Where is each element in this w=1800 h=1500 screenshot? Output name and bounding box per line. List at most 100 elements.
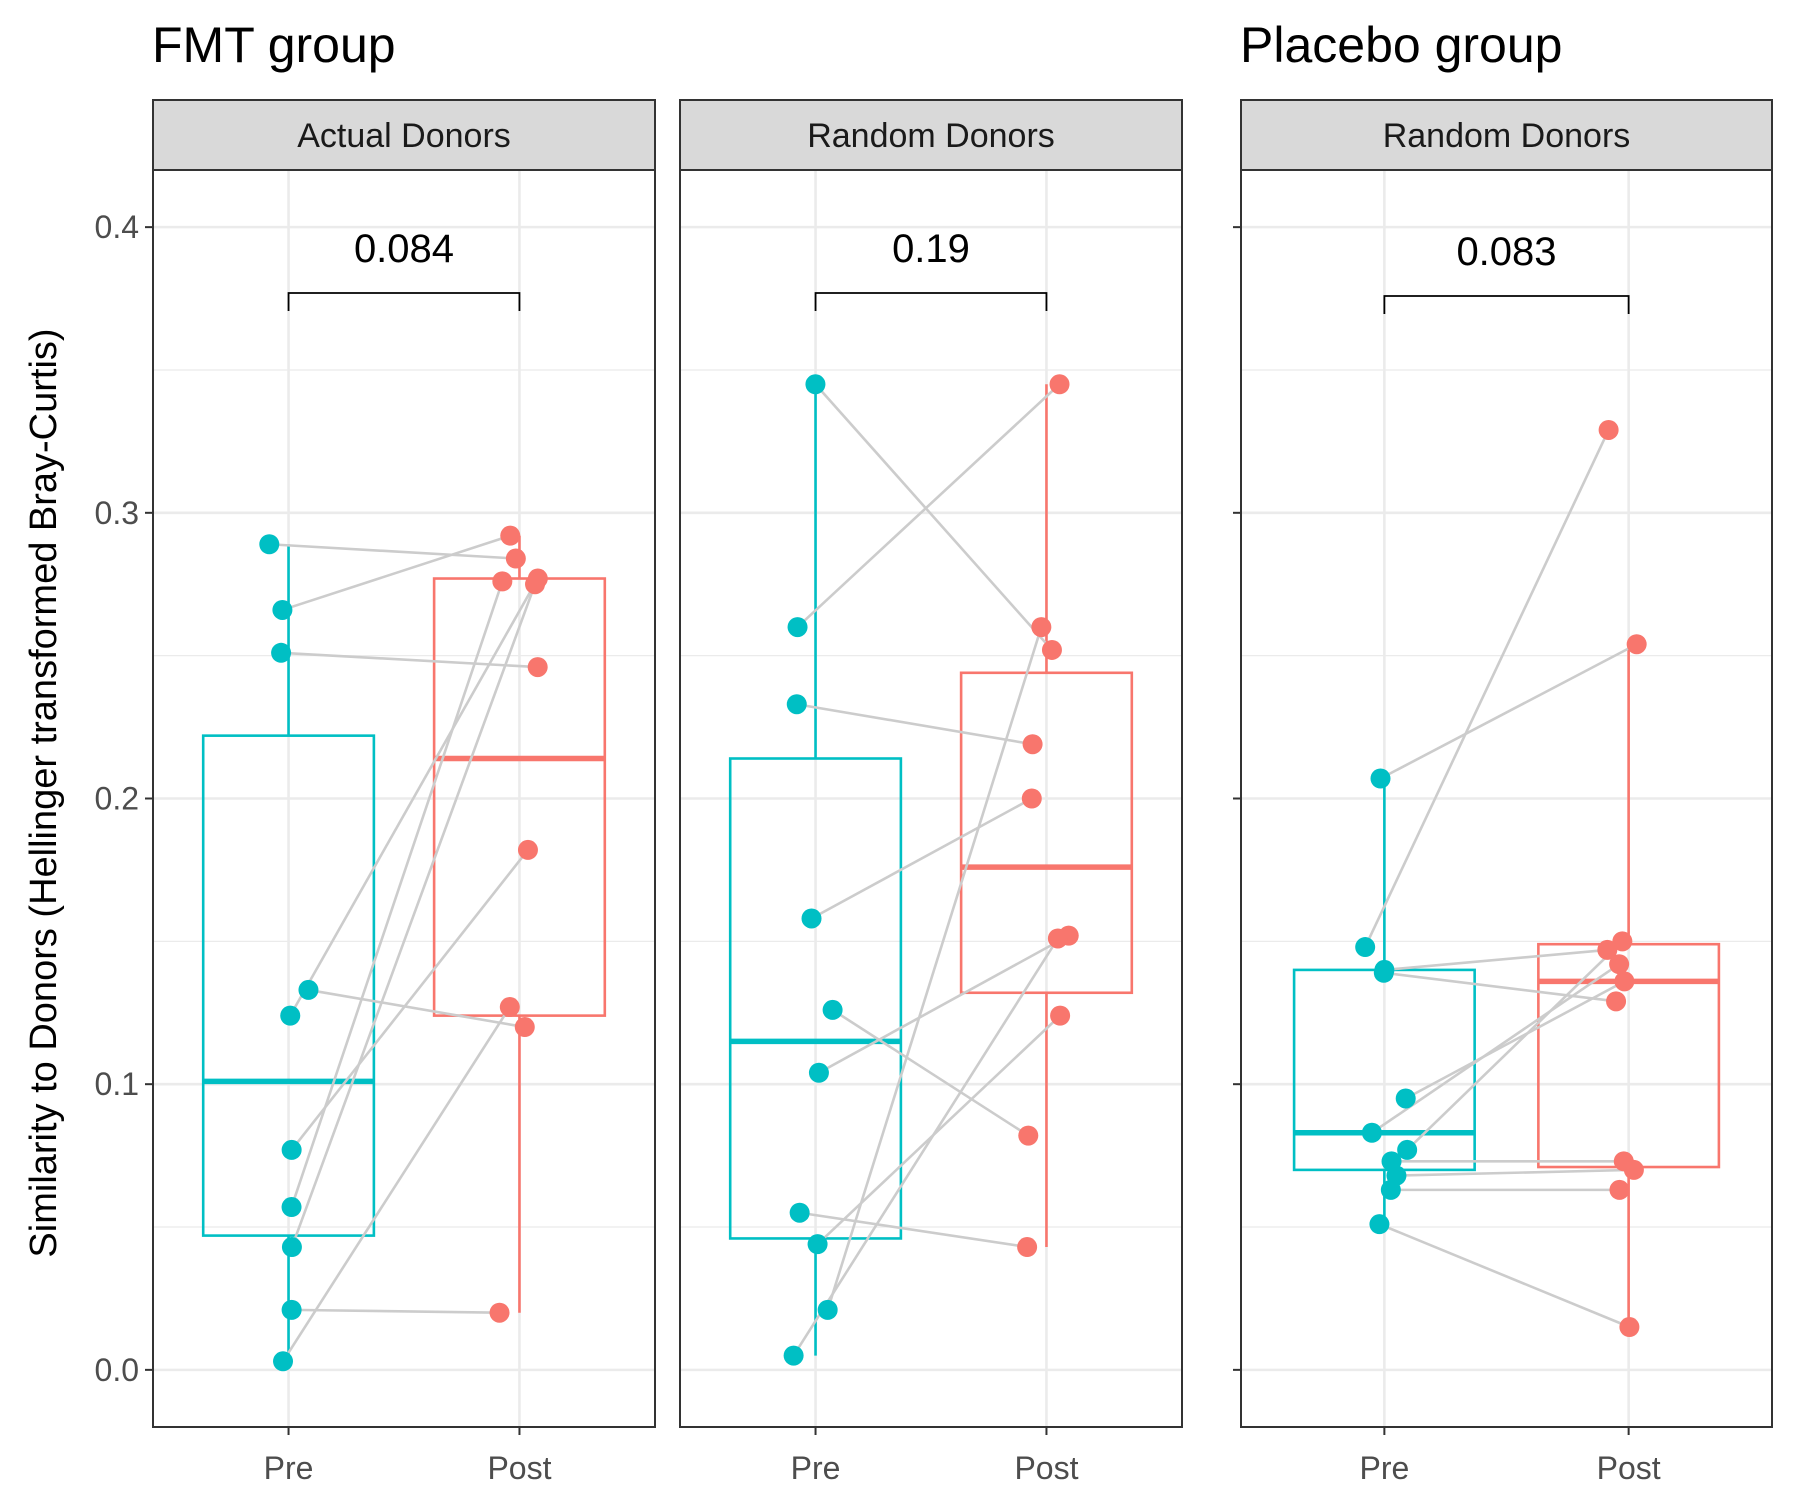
- pre-point: [783, 1345, 804, 1366]
- panel-3: Random Donors 0.083 Pre Post: [1233, 99, 1773, 1486]
- paired-line: [818, 934, 1070, 1074]
- pre-point: [298, 979, 319, 1000]
- facet-strip-label: Random Donors: [807, 117, 1055, 155]
- pre-point: [1380, 1179, 1401, 1200]
- paired-line: [826, 626, 1043, 1311]
- paired-line: [1379, 643, 1638, 780]
- paired-line: [796, 383, 1061, 629]
- post-point: [1598, 419, 1619, 440]
- box-iqr: [201, 734, 376, 1237]
- post-point: [1049, 374, 1070, 395]
- facet-strip: [1240, 99, 1773, 171]
- pre-point: [805, 374, 826, 395]
- post-point: [525, 574, 546, 595]
- paired-line: [290, 583, 537, 1248]
- pre-point: [1395, 1088, 1416, 1109]
- paired-line: [1383, 971, 1617, 1003]
- paired-line: [291, 1308, 500, 1315]
- paired-line: [281, 651, 538, 669]
- x-tick-label: Pre: [264, 1450, 314, 1486]
- facet-strip-label: Actual Donors: [297, 117, 511, 155]
- post-point: [514, 1017, 535, 1038]
- post-point: [1041, 639, 1062, 660]
- pre-point: [281, 1139, 302, 1160]
- p-value-label: 0.19: [892, 227, 970, 271]
- facet-strip: [679, 99, 1183, 171]
- paired-line: [281, 1006, 511, 1362]
- post-point: [505, 548, 526, 569]
- pre-point: [1369, 1214, 1390, 1235]
- pre-point: [807, 1234, 828, 1255]
- post-point: [1017, 1237, 1038, 1258]
- pre-point: [1370, 768, 1391, 789]
- p-value-label: 0.083: [1456, 230, 1556, 274]
- post-point: [1609, 1179, 1630, 1200]
- pre-point: [789, 1202, 810, 1223]
- pre-point: [281, 1237, 302, 1258]
- paired-line: [810, 797, 1033, 920]
- y-tick-label: 0.3: [95, 495, 139, 531]
- post-point: [527, 657, 548, 678]
- pre-point: [273, 1351, 294, 1372]
- post-point: [1606, 991, 1627, 1012]
- paired-line: [816, 1014, 1062, 1246]
- post-point: [1050, 1005, 1071, 1026]
- post-point: [1022, 734, 1043, 755]
- x-tick-label: Post: [487, 1450, 551, 1486]
- post-point: [1614, 971, 1635, 992]
- paired-line: [290, 849, 529, 1151]
- post-point: [1021, 788, 1042, 809]
- pre-point: [281, 1299, 302, 1320]
- y-tick-label: 0.2: [95, 781, 139, 817]
- significance-bracket: [287, 292, 521, 311]
- paired-line: [290, 580, 504, 1208]
- y-tick-label: 0.0: [95, 1352, 139, 1388]
- pre-point: [272, 599, 293, 620]
- y-tick-label: 0.4: [95, 209, 139, 245]
- significance-bracket: [814, 292, 1048, 311]
- paired-line: [282, 534, 511, 612]
- pre-point: [280, 1005, 301, 1026]
- post-point: [1626, 634, 1647, 655]
- post-point: [1597, 939, 1618, 960]
- post-point: [1623, 1159, 1644, 1180]
- panel-2: Random Donors 0.19 Pre Post: [679, 99, 1183, 1486]
- pre-point: [787, 617, 808, 638]
- paired-line: [1406, 940, 1624, 1151]
- post-point: [1018, 1125, 1039, 1146]
- facet-strip-label: Random Donors: [1383, 117, 1631, 155]
- paired-line: [269, 542, 516, 560]
- y-tick-label: 0.1: [95, 1066, 139, 1102]
- post-point: [489, 1302, 510, 1323]
- pre-point: [271, 642, 292, 663]
- post-point: [492, 571, 513, 592]
- panel-border: [679, 169, 1183, 1428]
- paired-line: [1405, 980, 1626, 1100]
- pre-point: [808, 1062, 829, 1083]
- post-point: [1031, 617, 1052, 638]
- box-iqr: [432, 577, 607, 1017]
- pre-point: [1373, 962, 1394, 983]
- post-point: [1619, 1317, 1640, 1338]
- post-point: [499, 997, 520, 1018]
- facet-strip: [152, 99, 656, 171]
- panel-1: Actual Donors 0.084 0.0 0.1 0.2 0.3 0.4 Pre Post: [95, 99, 656, 1486]
- pre-point: [1355, 937, 1376, 958]
- paired-line: [799, 1211, 1028, 1249]
- panels: Actual Donors 0.084 0.0 0.1 0.2 0.3 0.4 Pre Post…: [95, 99, 1773, 1486]
- pre-point: [822, 999, 843, 1020]
- post-point: [1612, 931, 1633, 952]
- x-tick-label: Pre: [1359, 1450, 1409, 1486]
- post-point: [500, 525, 521, 546]
- paired-line: [289, 577, 539, 1017]
- x-tick-label: Post: [1597, 1450, 1661, 1486]
- paired-line: [1396, 1168, 1634, 1177]
- placebo-group-title: Placebo group: [1240, 17, 1562, 73]
- box-iqr: [728, 757, 903, 1240]
- y-axis-label: Similarity to Donors (Hellinger transfor…: [23, 328, 65, 1257]
- x-tick-label: Post: [1014, 1450, 1078, 1486]
- paired-line: [308, 988, 526, 1029]
- significance-bracket: [1383, 295, 1630, 314]
- pre-point: [281, 1197, 302, 1218]
